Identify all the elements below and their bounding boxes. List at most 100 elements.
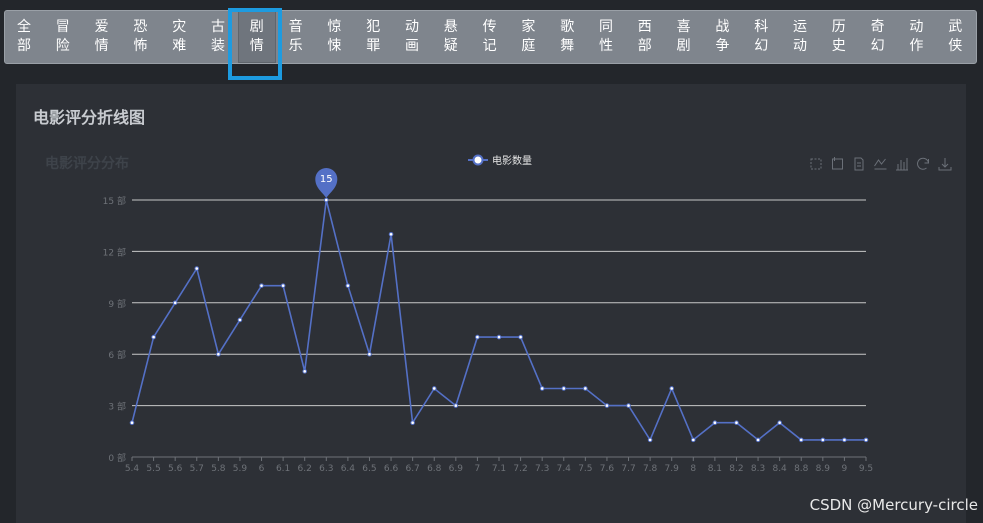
data-point[interactable] — [496, 334, 502, 340]
genre-tab-label: 奇幻 — [870, 19, 885, 54]
data-point[interactable] — [583, 386, 588, 391]
x-tick-label: 6.5 — [362, 464, 376, 474]
genre-tab-15[interactable]: 同性 — [587, 11, 625, 63]
y-tick-label: 12 部 — [103, 246, 126, 258]
x-tick-label: 9.5 — [859, 464, 873, 474]
data-point[interactable] — [172, 300, 178, 306]
x-tick-label: 7.1 — [492, 464, 506, 474]
genre-tab-12[interactable]: 传记 — [471, 11, 509, 63]
data-point[interactable] — [280, 283, 286, 288]
data-view-icon[interactable] — [854, 157, 864, 171]
genre-tab-1[interactable]: 冒险 — [44, 11, 82, 63]
x-tick-label: 8.4 — [772, 464, 787, 474]
data-point[interactable] — [518, 334, 523, 340]
data-point[interactable] — [820, 437, 826, 443]
y-tick-label: 0 部 — [108, 452, 126, 464]
x-tick-label: 5.9 — [233, 464, 248, 474]
data-point[interactable] — [216, 351, 221, 357]
genre-tab-4[interactable]: 灾难 — [160, 11, 198, 63]
genre-tab-9[interactable]: 犯罪 — [354, 11, 392, 63]
genre-tab-label: 犯罪 — [366, 19, 381, 54]
data-point[interactable] — [345, 283, 351, 288]
data-point[interactable] — [669, 386, 675, 391]
genre-tab-5[interactable]: 古装 — [199, 11, 237, 63]
genre-tab-label: 冒险 — [55, 19, 70, 54]
legend-label: 电影数量 — [492, 154, 532, 167]
select-lasso-icon[interactable] — [832, 157, 843, 170]
genre-tab-19[interactable]: 科幻 — [742, 11, 780, 63]
data-point[interactable] — [539, 386, 545, 391]
y-tick-label: 15 部 — [103, 195, 126, 207]
x-tick-label: 7.8 — [643, 464, 658, 474]
save-image-icon[interactable] — [938, 158, 952, 171]
data-point[interactable] — [388, 231, 394, 237]
genre-tab-label: 历史 — [831, 19, 846, 54]
data-point[interactable] — [323, 197, 329, 203]
x-tick-label: 6.8 — [427, 464, 442, 474]
legend-marker[interactable] — [472, 154, 484, 166]
genre-tab-6[interactable]: 剧情 — [237, 11, 276, 63]
select-rect-icon[interactable] — [810, 158, 822, 170]
genre-tab-14[interactable]: 歌舞 — [548, 11, 586, 63]
panel-title: 电影评分折线图 — [33, 108, 146, 127]
genre-tab-13[interactable]: 家庭 — [509, 11, 547, 63]
x-tick-label: 5.5 — [146, 464, 160, 474]
data-point[interactable] — [237, 317, 243, 323]
data-point[interactable] — [863, 437, 869, 443]
data-point[interactable] — [798, 437, 804, 443]
data-point[interactable] — [129, 420, 135, 426]
genre-tab-16[interactable]: 西部 — [626, 11, 664, 63]
line-chart-icon[interactable] — [874, 158, 887, 170]
genre-tab-8[interactable]: 惊悚 — [315, 11, 353, 63]
genre-tab-label: 西部 — [637, 19, 652, 54]
x-tick-label: 6.2 — [298, 464, 312, 474]
x-tick-label: 6.7 — [405, 464, 419, 474]
data-point[interactable] — [842, 437, 847, 443]
data-point[interactable] — [259, 283, 264, 288]
data-point[interactable] — [151, 334, 156, 340]
data-point[interactable] — [690, 437, 696, 443]
genre-tab-20[interactable]: 运动 — [781, 11, 819, 63]
data-point[interactable] — [755, 437, 761, 443]
genre-tab-24[interactable]: 武侠 — [936, 11, 974, 63]
x-tick-label: 7 — [475, 464, 481, 474]
data-point[interactable] — [302, 369, 308, 374]
max-marker-pin[interactable] — [315, 168, 338, 198]
x-tick-label: 8.9 — [816, 464, 831, 474]
genre-tab-23[interactable]: 动作 — [897, 11, 935, 63]
data-point[interactable] — [734, 420, 739, 426]
data-point[interactable] — [647, 437, 653, 443]
x-tick-label: 6.9 — [449, 464, 464, 474]
data-point[interactable] — [561, 386, 567, 391]
data-point[interactable] — [777, 420, 782, 426]
x-tick-label: 8.8 — [794, 464, 809, 474]
data-point[interactable] — [410, 420, 415, 426]
data-point[interactable] — [194, 266, 200, 271]
data-point[interactable] — [604, 403, 610, 408]
genre-tab-0[interactable]: 全部 — [5, 11, 43, 63]
genre-tab-17[interactable]: 喜剧 — [665, 11, 703, 63]
data-point[interactable] — [626, 403, 631, 408]
data-point[interactable] — [712, 420, 718, 426]
x-tick-label: 6.1 — [276, 464, 290, 474]
genre-tab-2[interactable]: 爱情 — [83, 11, 121, 63]
genre-tab-10[interactable]: 动画 — [393, 11, 431, 63]
x-tick-label: 7.3 — [535, 464, 549, 474]
data-point[interactable] — [431, 386, 437, 391]
data-point[interactable] — [367, 351, 372, 357]
chart-panel: 电影评分折线图 电影评分分布 电影数量 0 部 3 部 6 部 9 部 12 部 15 部 5.… — [16, 84, 966, 523]
genre-tab-18[interactable]: 战争 — [703, 11, 741, 63]
genre-tab-7[interactable]: 音乐 — [277, 11, 315, 63]
genre-tab-22[interactable]: 奇幻 — [859, 11, 897, 63]
genre-tab-label: 悬疑 — [443, 19, 458, 54]
max-marker-label: 15 — [320, 174, 333, 185]
genre-tab-3[interactable]: 恐怖 — [121, 11, 159, 63]
genre-tab-21[interactable]: 历史 — [820, 11, 858, 63]
data-point[interactable] — [453, 403, 459, 408]
watermark: CSDN @Mercury-circle — [809, 496, 978, 514]
restore-icon[interactable] — [917, 157, 929, 170]
bar-chart-icon[interactable] — [896, 158, 908, 171]
data-point[interactable] — [475, 334, 480, 340]
x-tick-label: 8.1 — [708, 464, 722, 474]
genre-tab-11[interactable]: 悬疑 — [432, 11, 470, 63]
